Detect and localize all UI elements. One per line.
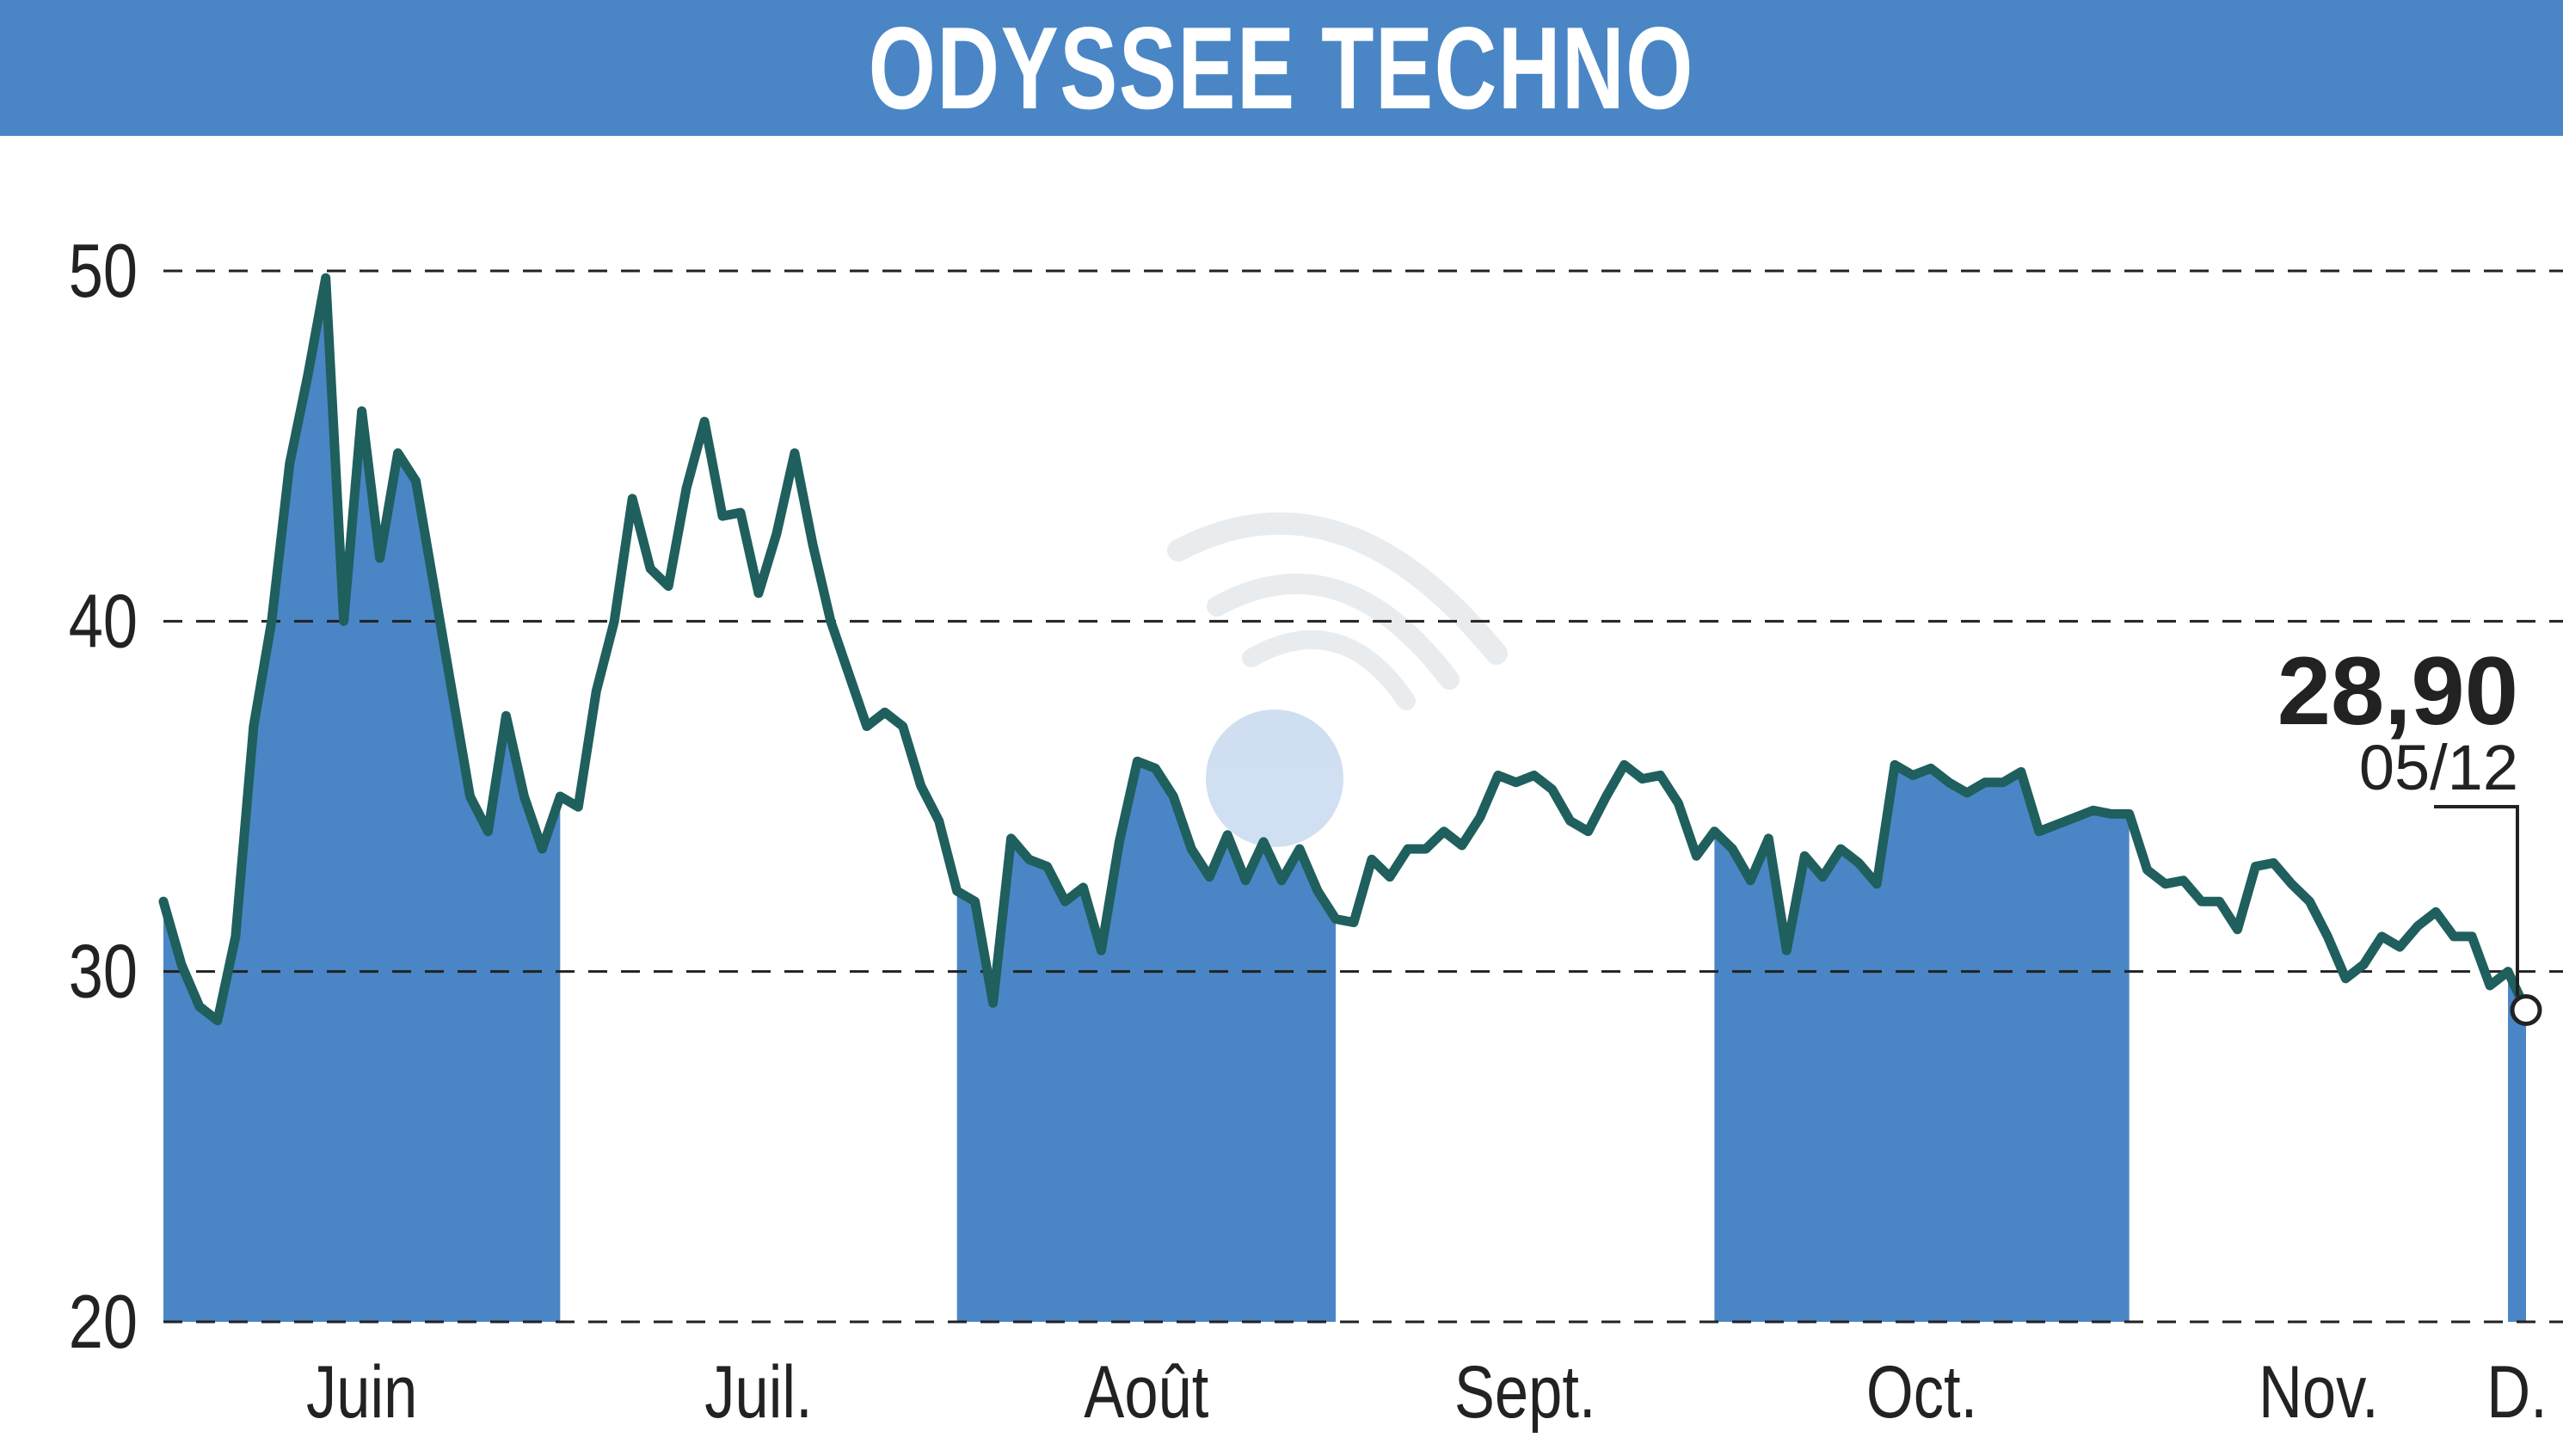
x-tick-label: D. bbox=[2486, 1350, 2548, 1433]
last-value-annotation: 28,90 05/12 bbox=[2277, 637, 2542, 1026]
x-tick-label: Oct. bbox=[1866, 1350, 1977, 1433]
last-point-marker bbox=[2510, 993, 2542, 1026]
x-tick-label: Nov. bbox=[2259, 1350, 2379, 1433]
month-bands bbox=[163, 278, 2526, 1322]
month-band-6 bbox=[2508, 971, 2526, 1322]
y-tick-label: 50 bbox=[69, 229, 138, 313]
x-tick-label: Juin bbox=[306, 1350, 417, 1433]
month-band-0 bbox=[163, 278, 561, 1322]
chart-title: ODYSSEE TECHNO bbox=[868, 3, 1695, 133]
last-value-label: 28,90 bbox=[2277, 637, 2518, 745]
x-tick-label: Juil. bbox=[704, 1350, 812, 1433]
y-tick-label: 30 bbox=[69, 930, 138, 1014]
month-band-4 bbox=[1714, 765, 2130, 1322]
y-axis-ticks: 20 30 40 50 bbox=[69, 229, 138, 1364]
x-tick-label: Sept. bbox=[1454, 1350, 1596, 1433]
y-tick-label: 40 bbox=[69, 580, 138, 664]
x-tick-label: Août bbox=[1084, 1350, 1208, 1433]
x-axis-month-labels: Juin Juil. Août Sept. Oct. Nov. D. bbox=[306, 1350, 2548, 1433]
title-banner: ODYSSEE TECHNO bbox=[0, 0, 2563, 136]
y-tick-label: 20 bbox=[69, 1280, 138, 1364]
series-line bbox=[158, 273, 2531, 1026]
last-date-label: 05/12 bbox=[2359, 732, 2518, 803]
month-band-2 bbox=[956, 761, 1337, 1322]
grid-lines bbox=[163, 269, 2563, 1324]
leader-line bbox=[2434, 805, 2519, 997]
signal-watermark-icon bbox=[1167, 512, 1508, 847]
